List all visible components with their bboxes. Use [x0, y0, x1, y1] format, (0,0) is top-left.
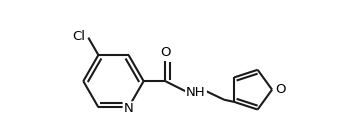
- Text: O: O: [275, 83, 286, 96]
- Text: NH: NH: [186, 86, 206, 99]
- Text: N: N: [124, 102, 134, 115]
- Text: O: O: [160, 46, 171, 59]
- Text: Cl: Cl: [72, 30, 85, 43]
